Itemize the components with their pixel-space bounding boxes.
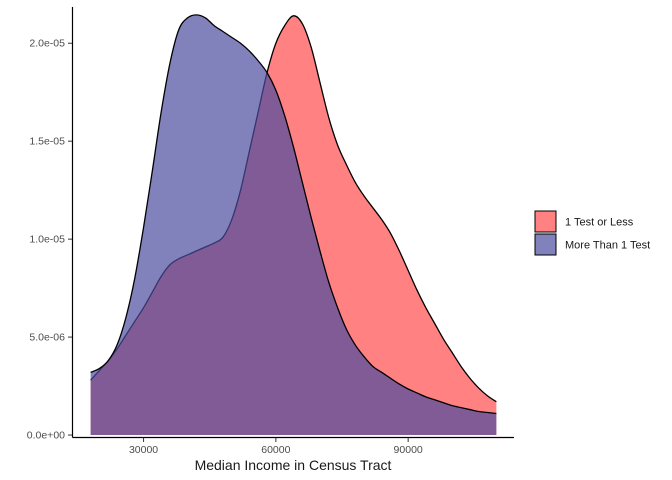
y-tick-label: 5.0e-06 <box>29 332 65 344</box>
legend: 1 Test or Less More Than 1 Test <box>534 210 650 256</box>
legend-key-2 <box>534 233 557 256</box>
y-tick-label: 2.0e-05 <box>29 38 65 50</box>
y-tick-label: 0.0e+00 <box>27 430 65 442</box>
density-area-2 <box>90 14 497 436</box>
legend-key-1 <box>534 210 557 233</box>
x-tick-label: 30000 <box>129 444 158 456</box>
density-curve-2 <box>90 14 497 415</box>
x-axis-title: Median Income in Census Tract <box>195 457 392 473</box>
legend-label-1: 1 Test or Less <box>565 217 634 229</box>
x-tick-label: 90000 <box>394 444 423 456</box>
plot-area <box>90 14 497 436</box>
x-axis-ticks: 30000 60000 90000 <box>129 438 423 456</box>
y-axis-ticks: 0.0e+00 5.0e-06 1.0e-05 1.5e-05 2.0e-05 <box>27 38 72 442</box>
y-tick-label: 1.0e-05 <box>29 234 65 246</box>
legend-label-2: More Than 1 Test <box>565 240 650 252</box>
y-tick-label: 1.5e-05 <box>29 136 65 148</box>
x-tick-label: 60000 <box>261 444 290 456</box>
